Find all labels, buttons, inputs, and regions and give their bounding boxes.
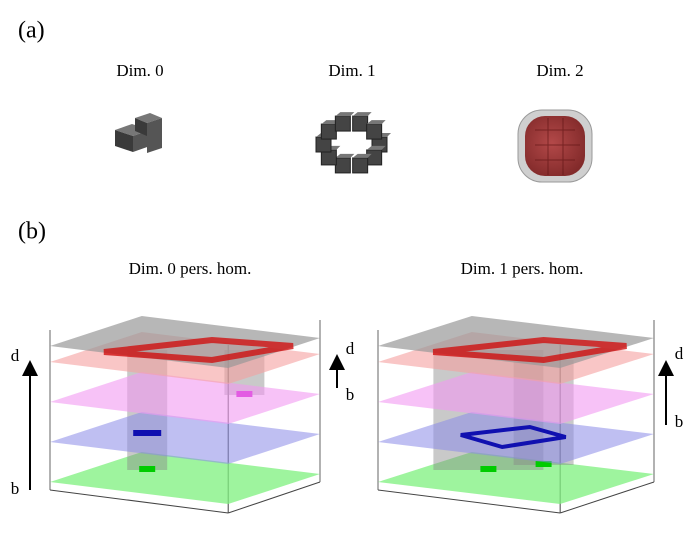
voxel (352, 157, 369, 174)
box-edge (228, 481, 321, 514)
plane (50, 372, 320, 424)
plane (378, 452, 654, 504)
voxel (366, 123, 383, 140)
voxel-top (352, 112, 372, 117)
plot-box (49, 316, 321, 514)
ring-mark (460, 424, 567, 450)
plane (50, 412, 320, 464)
plot-box (377, 316, 655, 514)
voxel-top (335, 112, 355, 117)
voxel-top (352, 153, 372, 158)
voxel (334, 157, 351, 174)
top-rim (103, 336, 294, 364)
arrow-label: b (346, 385, 355, 404)
arrow-label: d (675, 344, 684, 363)
plane (378, 412, 654, 464)
plane (50, 452, 320, 504)
item-title: Dim. 0 (116, 61, 163, 80)
arrow-label: b (11, 479, 20, 498)
arrow-label: b (675, 412, 684, 431)
plot-title: Dim. 1 pers. hom. (461, 259, 584, 278)
box-edge (49, 489, 229, 514)
box-edge (377, 489, 561, 514)
voxel-top (335, 153, 355, 158)
voxel (366, 149, 383, 166)
pit-bottom (480, 466, 497, 472)
plane (378, 372, 654, 424)
item-title: Dim. 1 (328, 61, 375, 80)
arrow-label: d (11, 346, 20, 365)
pit-bottom (535, 461, 552, 467)
voxel-top (366, 120, 386, 125)
voxel (334, 115, 351, 132)
item-title: Dim. 2 (536, 61, 583, 80)
panel-label: (a) (18, 18, 45, 44)
voxel-cluster (115, 113, 162, 153)
pit-bottom (139, 466, 156, 472)
voxel (320, 123, 337, 140)
top-rim (432, 336, 627, 364)
voxel-ring (315, 112, 391, 174)
voxel-top (366, 145, 386, 150)
voxel (352, 115, 369, 132)
panel-label: (b) (18, 219, 46, 245)
plot-title: Dim. 0 pers. hom. (129, 259, 252, 278)
box-edge (560, 481, 655, 514)
arrow-label: d (346, 339, 355, 358)
voxel-sphere (517, 109, 593, 183)
ring-mark (133, 430, 162, 436)
